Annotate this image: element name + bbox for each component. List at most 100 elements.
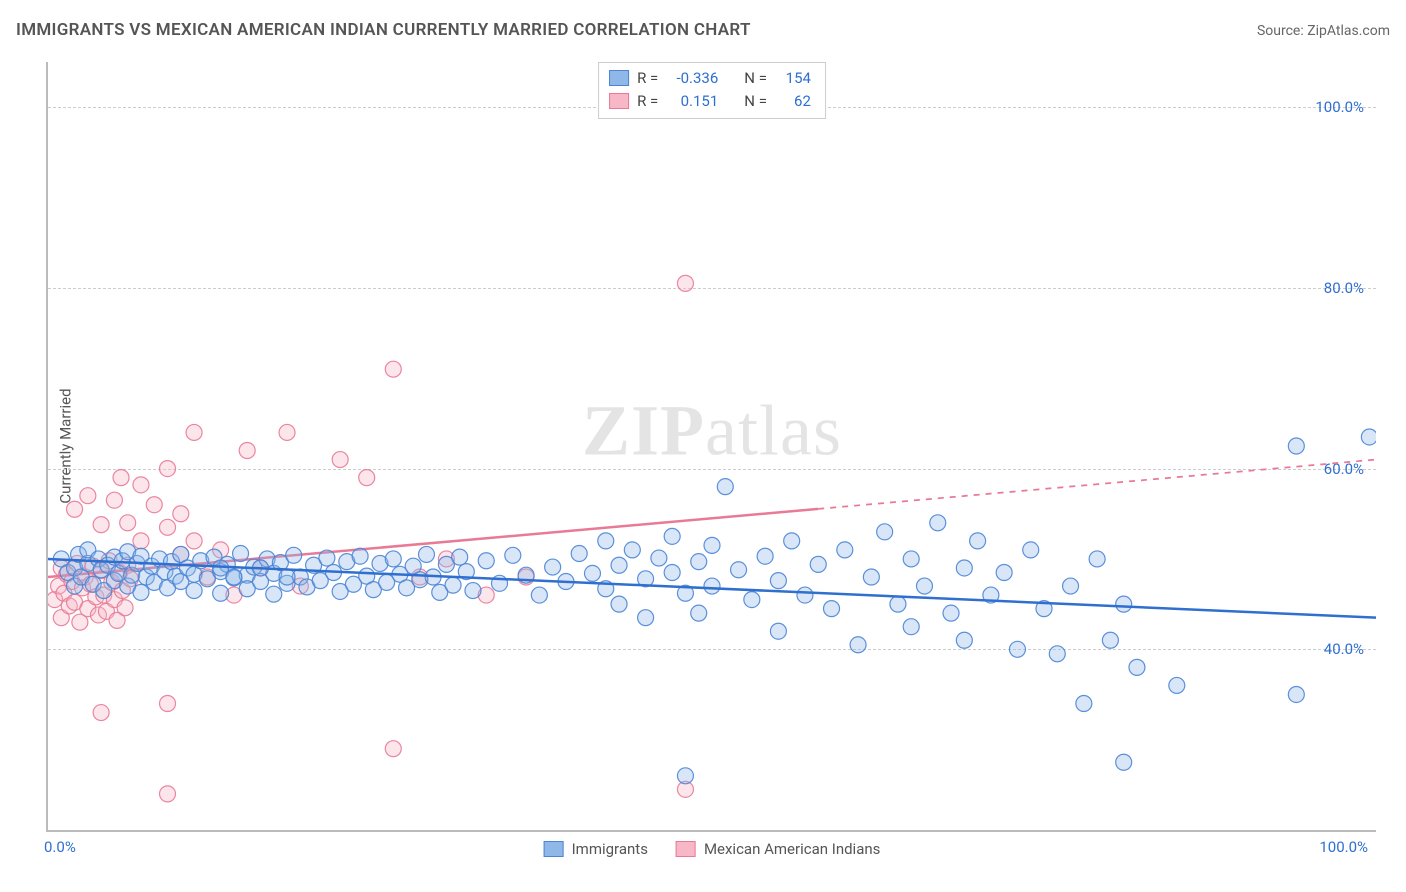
data-point	[93, 517, 109, 533]
data-point	[385, 551, 401, 567]
data-point	[810, 556, 826, 572]
data-point	[1023, 542, 1039, 558]
data-point	[744, 592, 760, 608]
data-point	[1129, 659, 1145, 675]
data-point	[352, 548, 368, 564]
legend-item-mexican-american-indians: Mexican American Indians	[676, 840, 880, 858]
data-point	[445, 577, 461, 593]
data-point	[478, 553, 494, 569]
data-point	[731, 562, 747, 578]
trend-line-dashed	[818, 460, 1376, 509]
legend-swatch-blue	[544, 841, 564, 857]
data-point	[784, 533, 800, 549]
x-tick-left: 0.0%	[44, 838, 76, 856]
data-point	[1116, 596, 1132, 612]
chart-title: IMMIGRANTS VS MEXICAN AMERICAN INDIAN CU…	[16, 20, 751, 40]
data-point	[186, 424, 202, 440]
data-point	[611, 557, 627, 573]
n-label: N =	[744, 67, 767, 90]
data-point	[239, 443, 255, 459]
r-value-pink: 0.151	[666, 90, 718, 113]
data-point	[117, 600, 133, 616]
data-point	[1063, 578, 1079, 594]
data-point	[824, 601, 840, 617]
data-point	[452, 549, 468, 565]
data-point	[1089, 551, 1105, 567]
data-point	[996, 564, 1012, 580]
chart-svg	[48, 62, 1376, 830]
data-point	[133, 533, 149, 549]
data-point	[186, 583, 202, 599]
data-point	[704, 578, 720, 594]
data-point	[611, 596, 627, 612]
data-point	[664, 564, 680, 580]
legend-label-mexican-american-indians: Mexican American Indians	[704, 840, 880, 858]
data-point	[160, 519, 176, 535]
data-point	[850, 637, 866, 653]
header-row: IMMIGRANTS VS MEXICAN AMERICAN INDIAN CU…	[16, 20, 1390, 40]
data-point	[226, 569, 242, 585]
data-point	[120, 515, 136, 531]
data-point	[638, 610, 654, 626]
data-point	[1288, 686, 1304, 702]
data-point	[903, 619, 919, 635]
data-point	[465, 583, 481, 599]
source-link[interactable]: ZipAtlas.com	[1307, 23, 1390, 39]
data-point	[664, 528, 680, 544]
data-point	[505, 547, 521, 563]
data-point	[943, 605, 959, 621]
data-point	[770, 623, 786, 639]
data-point	[890, 596, 906, 612]
data-point	[691, 554, 707, 570]
data-point	[916, 578, 932, 594]
legend-row-pink: R = 0.151 N = 62	[609, 90, 811, 113]
data-point	[1102, 632, 1118, 648]
data-point	[279, 424, 295, 440]
data-point	[1116, 754, 1132, 770]
data-point	[1288, 438, 1304, 454]
r-value-blue: -0.336	[666, 67, 718, 90]
data-point	[651, 550, 667, 566]
legend-label-immigrants: Immigrants	[572, 840, 648, 858]
data-point	[160, 786, 176, 802]
data-point	[584, 565, 600, 581]
data-point	[1169, 677, 1185, 693]
data-point	[80, 488, 96, 504]
data-point	[286, 547, 302, 563]
data-point	[1076, 696, 1092, 712]
data-point	[677, 275, 693, 291]
data-point	[133, 477, 149, 493]
data-point	[1361, 429, 1376, 445]
data-point	[624, 542, 640, 558]
data-point	[160, 461, 176, 477]
legend-swatch-pink	[609, 93, 629, 109]
n-label: N =	[744, 90, 767, 113]
data-point	[160, 696, 176, 712]
data-point	[717, 479, 733, 495]
data-point	[677, 768, 693, 784]
r-label: R =	[637, 67, 658, 90]
data-point	[837, 542, 853, 558]
data-point	[903, 551, 919, 567]
data-point	[970, 533, 986, 549]
data-point	[571, 546, 587, 562]
data-point	[146, 497, 162, 513]
data-point	[319, 550, 335, 566]
data-point	[213, 585, 229, 601]
data-point	[797, 587, 813, 603]
data-point	[67, 501, 83, 517]
data-point	[133, 584, 149, 600]
data-point	[757, 548, 773, 564]
r-label: R =	[637, 90, 658, 113]
series-legend: Immigrants Mexican American Indians	[544, 840, 881, 858]
data-point	[359, 470, 375, 486]
legend-swatch-pink	[676, 841, 696, 857]
legend-swatch-blue	[609, 70, 629, 86]
data-point	[173, 506, 189, 522]
n-value-pink: 62	[775, 90, 811, 113]
data-point	[418, 546, 434, 562]
x-tick-right: 100.0%	[1319, 838, 1368, 856]
data-point	[877, 524, 893, 540]
data-point	[93, 705, 109, 721]
plot-area: ZIPatlas R = -0.336 N = 154 R = 0.151 N …	[46, 62, 1376, 832]
